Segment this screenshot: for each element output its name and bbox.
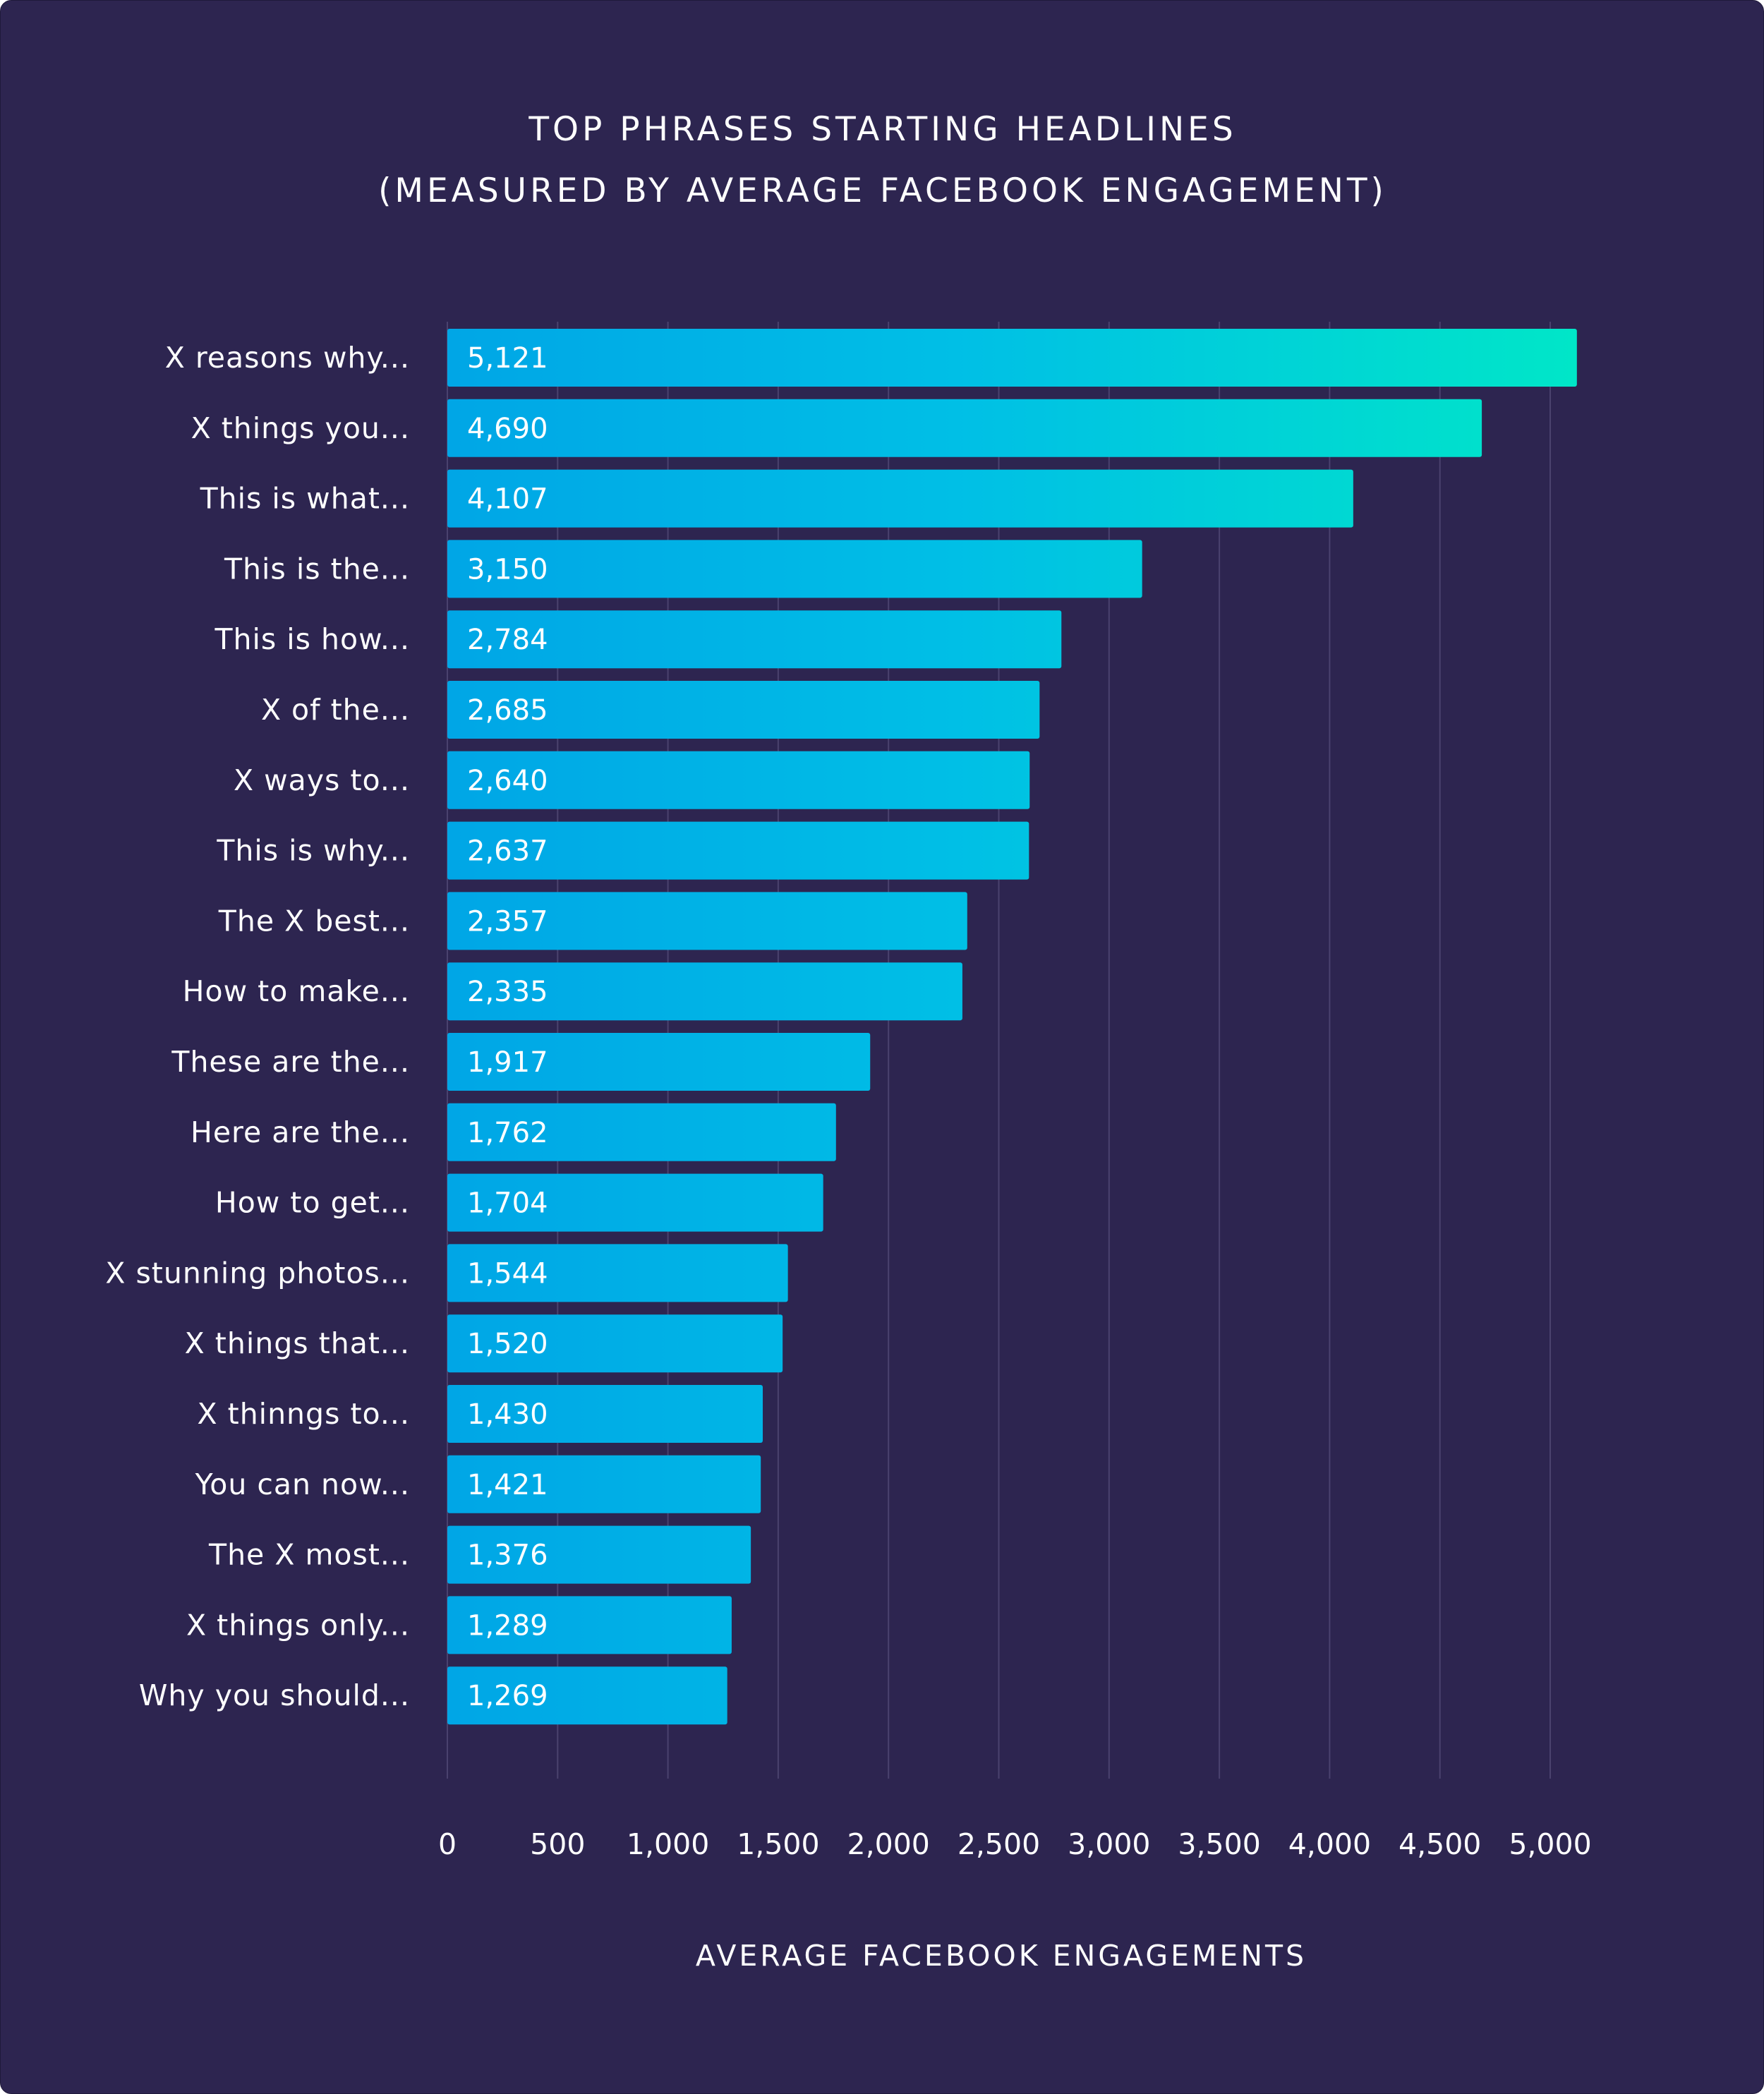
bar-row: 2,685 [447, 681, 1040, 739]
bar-value-label: 1,421 [467, 1469, 548, 1501]
bar [447, 610, 1062, 669]
bar-value-label: 2,357 [467, 905, 548, 938]
bar-row: 1,269 [447, 1666, 727, 1725]
bar [447, 1103, 836, 1161]
bar [447, 751, 1030, 809]
bar [447, 1244, 788, 1302]
category-label: This is why... [216, 834, 410, 868]
bar-row: 1,917 [447, 1033, 871, 1091]
bar-value-label: 4,690 [467, 413, 548, 445]
bar-row: 4,690 [447, 399, 1482, 457]
bar-row: 1,421 [447, 1455, 761, 1513]
x-tick-label: 3,500 [1178, 1827, 1260, 1861]
bar [447, 892, 967, 950]
category-label: X thinngs to... [198, 1397, 411, 1431]
bar [447, 821, 1029, 880]
bar-row: 1,520 [447, 1314, 783, 1373]
bar [447, 1596, 732, 1654]
bar [447, 962, 962, 1021]
bar-row: 1,376 [447, 1525, 751, 1584]
category-label: X things you... [191, 411, 410, 445]
x-tick-label: 2,500 [957, 1827, 1040, 1861]
bar-value-label: 1,917 [467, 1046, 548, 1079]
x-axis-ticks: 0 500 1,000 1,500 2,000 2,500 3,000 3,500 4,000 4… [438, 1827, 1592, 1861]
bar-value-label: 2,640 [467, 765, 548, 797]
bar-row: 1,430 [447, 1385, 763, 1443]
chart-subtitle: (MEASURED BY AVERAGE FACEBOOK ENGAGEMENT… [378, 171, 1387, 210]
bar-value-label: 2,335 [467, 976, 548, 1008]
category-label: These are the... [171, 1045, 410, 1079]
x-tick-label: 4,500 [1398, 1827, 1481, 1861]
bar [447, 1455, 761, 1513]
category-label: X ways to... [234, 763, 410, 797]
x-tick-label: 3,000 [1068, 1827, 1150, 1861]
bar-value-label: 1,762 [467, 1117, 548, 1149]
bar-row: 1,544 [447, 1244, 788, 1302]
bars: 5,121 4,690 4,107 3,150 2,784 2,685 2,640 2,637… [447, 329, 1577, 1725]
bar-value-label: 1,704 [467, 1187, 548, 1220]
bar [447, 329, 1577, 387]
x-axis-title: AVERAGE FACEBOOK ENGAGEMENTS [696, 1939, 1307, 1973]
bar [447, 1173, 823, 1232]
x-tick-label: 0 [438, 1827, 457, 1861]
bar-row: 5,121 [447, 329, 1577, 387]
bar [447, 1314, 783, 1373]
bar-row: 1,762 [447, 1103, 836, 1161]
bar-value-label: 2,784 [467, 624, 548, 656]
category-labels: X reasons why... X things you... This is w… [105, 341, 411, 1712]
bar-value-label: 1,430 [467, 1398, 548, 1431]
bar-value-label: 1,376 [467, 1539, 548, 1572]
bar-row: 2,637 [447, 821, 1029, 880]
x-tick-label: 4,000 [1288, 1827, 1371, 1861]
bar-value-label: 2,685 [467, 694, 548, 727]
bar-value-label: 1,289 [467, 1609, 548, 1642]
category-label: How to get... [215, 1186, 410, 1220]
bar-row: 2,335 [447, 962, 962, 1021]
category-label: You can now... [195, 1467, 410, 1501]
bar-row: 2,640 [447, 751, 1030, 809]
bar-value-label: 5,121 [467, 342, 548, 375]
x-tick-label: 2,000 [847, 1827, 930, 1861]
bar-row: 3,150 [447, 540, 1142, 598]
bar-value-label: 1,520 [467, 1328, 548, 1360]
bar [447, 399, 1482, 457]
bar-row: 4,107 [447, 469, 1353, 528]
x-tick-label: 1,000 [627, 1827, 709, 1861]
bar [447, 1525, 751, 1584]
category-label: X reasons why... [165, 341, 410, 375]
x-tick-label: 5,000 [1509, 1827, 1591, 1861]
x-tick-label: 1,500 [737, 1827, 819, 1861]
bar-value-label: 1,269 [467, 1680, 548, 1712]
bar-value-label: 2,637 [467, 835, 548, 868]
category-label: The X best... [218, 904, 410, 938]
bar [447, 1033, 871, 1091]
bar-row: 1,289 [447, 1596, 732, 1654]
bar-value-label: 3,150 [467, 553, 548, 586]
x-tick-label: 500 [530, 1827, 585, 1861]
bar [447, 540, 1142, 598]
bar-value-label: 4,107 [467, 483, 548, 516]
category-label: X things only... [186, 1608, 410, 1642]
bar [447, 1666, 727, 1725]
chart-title: TOP PHRASES STARTING HEADLINES [528, 110, 1237, 149]
bar [447, 1385, 763, 1443]
category-label: How to make... [183, 974, 410, 1008]
category-label: X stunning photos... [105, 1256, 410, 1290]
category-label: X things that... [185, 1326, 410, 1360]
bar-row: 2,357 [447, 892, 967, 950]
category-label: This is what... [200, 482, 410, 516]
category-label: This is how... [214, 622, 410, 656]
category-label: X of the... [261, 693, 410, 727]
bar [447, 681, 1040, 739]
bar [447, 469, 1353, 528]
category-label: The X most... [208, 1538, 410, 1572]
category-label: Why you should... [139, 1678, 410, 1712]
bar-row: 1,704 [447, 1173, 823, 1232]
category-label: Here are the... [191, 1115, 410, 1149]
category-label: This is the... [224, 552, 410, 586]
bar-row: 2,784 [447, 610, 1062, 669]
bar-value-label: 1,544 [467, 1257, 548, 1290]
